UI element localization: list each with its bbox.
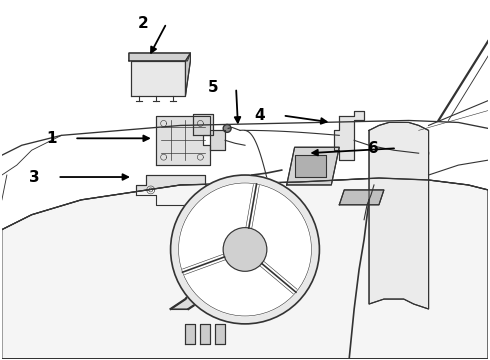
Polygon shape: [200, 324, 210, 344]
Text: 4: 4: [254, 108, 265, 123]
Polygon shape: [210, 130, 225, 150]
Polygon shape: [171, 249, 233, 309]
Polygon shape: [156, 116, 210, 165]
Polygon shape: [185, 53, 191, 96]
Text: 3: 3: [29, 170, 40, 185]
Polygon shape: [294, 155, 326, 177]
Circle shape: [223, 228, 267, 271]
Polygon shape: [136, 175, 215, 205]
Polygon shape: [131, 61, 185, 96]
Circle shape: [223, 125, 231, 132]
Text: 2: 2: [138, 16, 149, 31]
Polygon shape: [2, 178, 488, 359]
Polygon shape: [287, 147, 339, 185]
Text: 1: 1: [46, 131, 56, 146]
Polygon shape: [185, 324, 196, 344]
Polygon shape: [215, 324, 225, 344]
Circle shape: [178, 183, 312, 316]
Text: 6: 6: [368, 141, 379, 156]
Polygon shape: [194, 113, 213, 135]
Polygon shape: [339, 190, 384, 205]
Polygon shape: [334, 111, 364, 160]
Text: 5: 5: [208, 80, 218, 95]
Circle shape: [418, 148, 429, 158]
Polygon shape: [369, 122, 429, 309]
Circle shape: [171, 175, 319, 324]
Polygon shape: [129, 53, 191, 61]
